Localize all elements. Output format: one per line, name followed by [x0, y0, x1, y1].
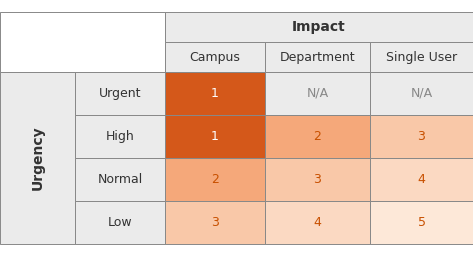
Bar [0, 12, 165, 72]
Bar [265, 115, 370, 158]
Bar [265, 42, 370, 72]
Text: Impact: Impact [292, 20, 346, 34]
Text: 4: 4 [314, 216, 322, 229]
Text: High: High [105, 130, 134, 143]
Text: Urgent: Urgent [99, 87, 141, 100]
Text: 5: 5 [418, 216, 426, 229]
Bar [165, 201, 265, 244]
Bar [75, 158, 165, 201]
Text: 4: 4 [418, 173, 425, 186]
Bar [265, 158, 370, 201]
Bar [370, 72, 473, 115]
Bar [165, 42, 265, 72]
Text: N/A: N/A [411, 87, 433, 100]
Bar [165, 72, 265, 115]
Text: 2: 2 [314, 130, 322, 143]
Text: 1: 1 [211, 130, 219, 143]
Text: Urgency: Urgency [30, 126, 44, 190]
Text: 2: 2 [211, 173, 219, 186]
Bar [370, 201, 473, 244]
Bar [165, 12, 473, 42]
Bar [265, 72, 370, 115]
Bar [370, 115, 473, 158]
Text: 3: 3 [418, 130, 425, 143]
Text: Department: Department [280, 50, 355, 63]
Text: 1: 1 [211, 87, 219, 100]
Bar [0, 72, 75, 244]
Text: 3: 3 [211, 216, 219, 229]
Bar [75, 201, 165, 244]
Bar [265, 201, 370, 244]
Bar [165, 158, 265, 201]
Text: 3: 3 [314, 173, 322, 186]
Text: N/A: N/A [307, 87, 329, 100]
Bar [75, 72, 165, 115]
Bar [75, 115, 165, 158]
Text: Campus: Campus [190, 50, 240, 63]
Text: Single User: Single User [386, 50, 457, 63]
Bar [165, 115, 265, 158]
Bar [370, 158, 473, 201]
Text: Normal: Normal [97, 173, 143, 186]
Bar [370, 42, 473, 72]
Text: Low: Low [108, 216, 132, 229]
